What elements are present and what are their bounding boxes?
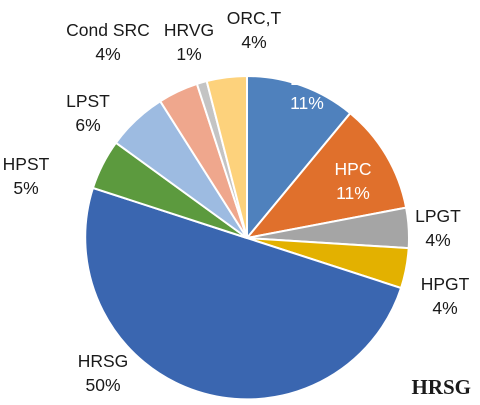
slice-label-hrsg: HRSG 50% bbox=[78, 351, 129, 395]
pie-slice-hpc bbox=[244, 111, 408, 240]
pie-slice-hrsg bbox=[84, 186, 403, 401]
slice-label-orc-t: ORC,T 4% bbox=[227, 8, 282, 52]
slice-label-lpgt: LPGT 4% bbox=[415, 206, 461, 250]
slice-label-hpc: HPC 11% bbox=[335, 159, 372, 203]
pie-slices bbox=[84, 74, 410, 401]
pie-slice-orc-t bbox=[205, 74, 248, 239]
slice-label-lpst: LPST 6% bbox=[66, 91, 110, 135]
chart-caption: HRSG bbox=[411, 375, 471, 399]
pie-labels: LPC 11% HPC 11% LPGT 4% HPGT 4% HRSG 50% HPST 5% LPS… bbox=[3, 8, 470, 395]
slice-label-hpgt: HPGT 4% bbox=[421, 274, 470, 318]
slice-label-hpst: HPST 5% bbox=[3, 154, 50, 198]
slice-label-cond-src: Cond SRC 4% bbox=[66, 20, 150, 64]
slice-label-hrvg: HRVG 1% bbox=[164, 20, 214, 64]
slice-label-lpc: LPC 11% bbox=[290, 69, 324, 113]
pie-slice-lpc bbox=[246, 74, 352, 241]
